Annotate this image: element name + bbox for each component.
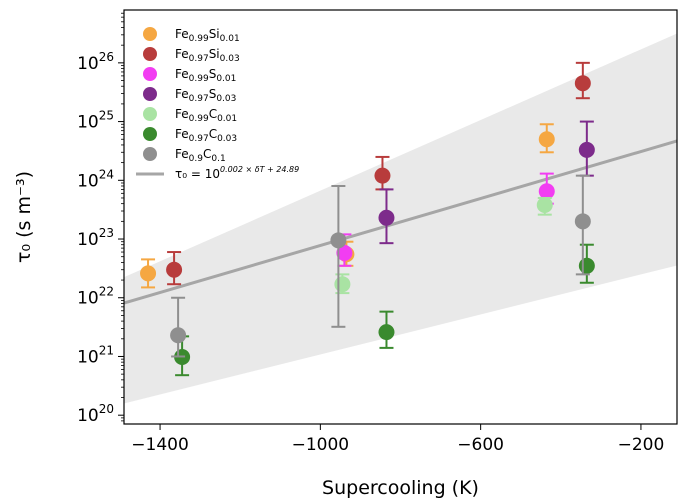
data-point: [336, 244, 353, 261]
fit-line-layer: [123, 139, 678, 305]
legend-label: Fe0.99Si0.01: [175, 27, 240, 44]
data-point: [574, 75, 591, 92]
series-0-point-2: [538, 123, 555, 154]
legend-marker: [143, 47, 157, 61]
axis-ticks-layer: −1400 −1000 −600 −200 1020 1021 1022 1023 1024 10…: [77, 12, 665, 455]
data-point: [578, 141, 595, 158]
series-3-point-1: [578, 120, 595, 177]
data-point: [378, 209, 395, 226]
plot-frame: [123, 9, 678, 425]
series-6-point-0: [170, 296, 187, 358]
confidence-band-layer: [124, 33, 677, 404]
legend-label: Fe0.9C0.1: [175, 147, 226, 164]
y-tick-label: 1026: [77, 50, 114, 74]
legend-marker: [143, 127, 157, 141]
confidence-band: [124, 33, 677, 404]
data-point: [170, 327, 187, 344]
legend-marker: [143, 87, 157, 101]
data-point: [574, 213, 591, 230]
y-tick-label: 1022: [77, 285, 114, 309]
data-point: [166, 261, 183, 278]
series-4-point-1: [536, 196, 553, 216]
legend-label: Fe0.99S0.01: [175, 67, 236, 84]
legend: Fe0.99Si0.01 Fe0.97Si0.03 Fe0.99S0.01 Fe0.9…: [136, 27, 299, 181]
y-tick-label: 1020: [77, 402, 114, 426]
x-tick-label: −600: [457, 435, 504, 455]
data-point: [378, 324, 395, 341]
series-0-point-0: [140, 258, 157, 289]
data-point: [334, 276, 351, 293]
data-point: [374, 167, 391, 184]
series-1-point-1: [374, 155, 391, 191]
x-tick-label: −1000: [292, 435, 350, 455]
x-axis-label: Supercooling (K): [322, 477, 479, 499]
legend-marker: [143, 67, 157, 81]
data-point: [330, 232, 347, 249]
series-1-point-2: [574, 61, 591, 100]
data-point: [536, 196, 553, 213]
data-point: [538, 183, 555, 200]
series-6-point-1: [330, 184, 347, 328]
y-tick-label: 1023: [77, 226, 114, 250]
data-point: [538, 131, 555, 148]
series-5-point-1: [378, 310, 395, 349]
data-point: [578, 257, 595, 274]
legend-marker: [143, 27, 157, 41]
series-1-point-0: [166, 251, 183, 286]
series-3-point-0: [378, 188, 395, 245]
y-tick-label: 1025: [77, 109, 114, 133]
y-tick-label: 1021: [77, 343, 114, 367]
series-6-point-2: [574, 174, 591, 276]
legend-label: Fe0.99C0.01: [175, 107, 237, 124]
fit-line: [123, 139, 678, 305]
legend-label: Fe0.97Si0.03: [175, 47, 240, 64]
x-tick-label: −1400: [131, 435, 189, 455]
legend-label: Fe0.97C0.03: [175, 127, 237, 144]
x-tick-label: −200: [618, 435, 665, 455]
legend-marker: [143, 147, 157, 161]
y-tick-label: 1024: [77, 167, 114, 191]
data-points-layer: [140, 61, 595, 377]
legend-label: Fe0.97S0.03: [175, 87, 236, 104]
y-axis-label: τ₀ (s m⁻³): [13, 171, 35, 263]
data-point: [140, 265, 157, 282]
legend-fit-label: τ₀ = 100.002 × δT + 24.89: [175, 165, 299, 181]
legend-marker: [143, 107, 157, 121]
